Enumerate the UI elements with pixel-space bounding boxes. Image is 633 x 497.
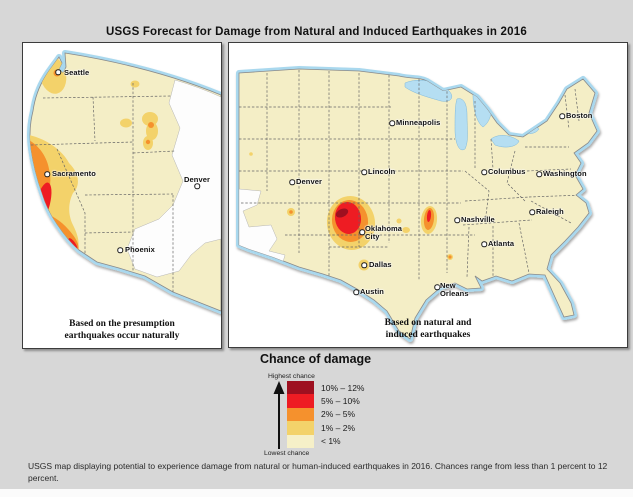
legend-swatch (287, 434, 314, 448)
legend-swatch (287, 381, 314, 395)
legend-range-label: 1% – 2% (321, 422, 356, 433)
city-marker (194, 183, 200, 189)
city-marker (44, 171, 50, 177)
city-label: Denver (296, 176, 323, 186)
city-marker (434, 284, 440, 290)
city-label: Columbus (488, 166, 526, 176)
left-map-caption: Based on the presumption earthquakes occ… (23, 319, 221, 343)
right-map-cities: Minneapolis Boston Lincoln Columbus Washingt… (229, 43, 627, 347)
natural-and-induced-earthquakes-map-panel: Minneapolis Boston Lincoln Columbus Washingt… (228, 42, 628, 348)
city-marker (289, 179, 295, 185)
city-label: Washington (543, 168, 587, 178)
legend-row: < 1% (287, 434, 364, 448)
bottom-strip (0, 489, 633, 497)
western-us-map (26, 50, 221, 314)
city-label: New Orleans (440, 280, 469, 298)
city-marker (481, 169, 487, 175)
city-marker (529, 209, 535, 215)
city-label: Sacramento (52, 168, 96, 178)
city-marker (361, 169, 367, 175)
city-marker (454, 217, 460, 223)
legend-row: 1% – 2% (287, 421, 364, 435)
legend-scale: 10% – 12% 5% – 10% 2% – 5% 1% – 2% < 1% (287, 381, 364, 448)
legend-swatch (287, 394, 314, 408)
city-marker (359, 229, 365, 235)
unmodeled-region (126, 79, 221, 278)
city-marker (481, 241, 487, 247)
city-marker (117, 247, 123, 253)
legend-row: 10% – 12% (287, 381, 365, 395)
legend-range-label: 10% – 12% (321, 382, 365, 393)
left-map-cities: Seattle Sacramento Denver Phoenix (23, 43, 221, 348)
right-map-caption: Based on natural and induced earthquakes (229, 318, 627, 342)
legend-swatch (287, 407, 314, 422)
right-map-caption-line2: induced earthquakes (385, 330, 471, 341)
conus-map (236, 66, 600, 342)
city-label: Minneapolis (396, 117, 441, 127)
legend: Chance of damage Highest chance 10% – 12… (256, 352, 466, 462)
state-boundaries (30, 83, 176, 307)
city-marker (361, 262, 367, 268)
city-marker (536, 171, 542, 177)
legend-lowest-label: Lowest chance (264, 450, 310, 457)
city-label: Oklahoma City (365, 223, 403, 241)
city-marker (559, 113, 565, 119)
left-map-caption-line2: earthquakes occur naturally (64, 331, 180, 342)
figure-title: USGS Forecast for Damage from Natural an… (106, 26, 527, 38)
legend-swatch (287, 421, 314, 435)
right-map-caption-line1: Based on natural and (384, 318, 472, 329)
left-map-caption-line1: Based on the presumption (69, 319, 175, 330)
city-label: Denver (184, 174, 211, 184)
state-boundaries (239, 70, 584, 281)
legend-range-label: 2% – 5% (321, 409, 356, 420)
city-label: Boston (566, 110, 593, 120)
legend-range-label: < 1% (321, 436, 341, 447)
city-marker (389, 120, 395, 126)
figure-footer-caption: USGS map displaying potential to experie… (28, 461, 608, 484)
city-marker (55, 69, 61, 75)
legend-range-label: 5% – 10% (321, 396, 360, 407)
legend-arrow-icon (273, 381, 285, 449)
city-label: Atlanta (488, 238, 515, 248)
natural-earthquakes-map-panel: Seattle Sacramento Denver Phoenix Based on … (22, 42, 222, 349)
city-label: Raleigh (536, 206, 564, 216)
city-label: Nashville (461, 214, 495, 224)
city-label: Austin (360, 286, 384, 296)
city-label: Dallas (369, 259, 392, 269)
legend-row: 2% – 5% (287, 407, 364, 422)
legend-title: Chance of damage (260, 352, 372, 366)
legend-row: 5% – 10% (287, 394, 364, 408)
city-marker (353, 289, 359, 295)
city-label: Lincoln (368, 166, 396, 176)
city-label: Seattle (64, 67, 90, 77)
hazard-blob-oklahoma-darkred (335, 208, 349, 218)
city-label: Phoenix (125, 244, 155, 254)
legend-highest-label: Highest chance (268, 373, 315, 380)
